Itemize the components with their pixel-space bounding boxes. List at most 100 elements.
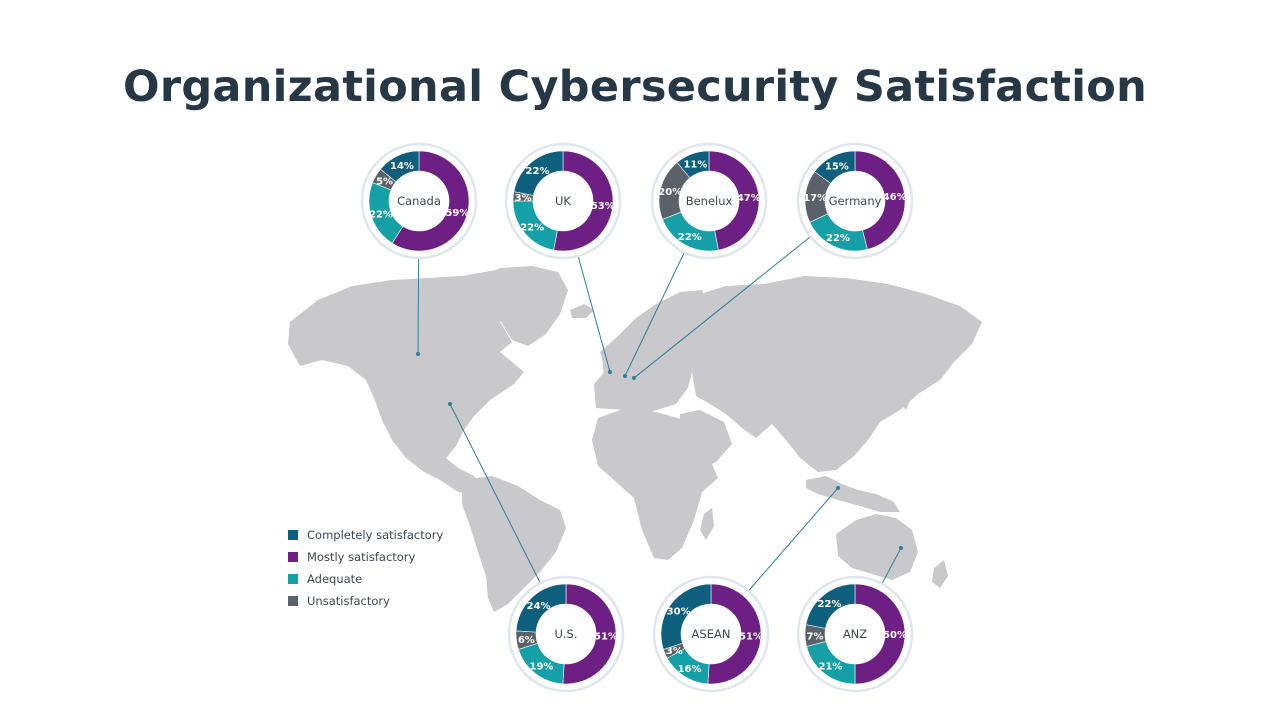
region-name-canada: Canada	[397, 194, 441, 208]
slice-label-uk-mostly-satisfactory: 53%	[591, 201, 615, 212]
slice-anz-mostly-satisfactory	[854, 583, 906, 685]
slice-asean-mostly-satisfactory	[707, 583, 762, 685]
leader-line-canada	[417, 258, 420, 355]
slice-label-germany-mostly-satisfactory: 46%	[883, 192, 907, 203]
donut-charts: 59% 22% 5% 14% Canada 53% 22% 3% 22% UK 47% 22% 20% 1…	[360, 142, 914, 693]
region-name-asean: ASEAN	[692, 627, 731, 641]
slice-label-u-s-unsatisfactory: 6%	[518, 635, 535, 646]
leader-lines	[416, 236, 903, 591]
donut-benelux: 47% 22% 20% 11% Benelux	[650, 142, 768, 260]
region-name-benelux: Benelux	[686, 194, 733, 208]
asia-shape	[692, 276, 982, 472]
japan-shape	[898, 376, 914, 410]
slice-label-u-s-adequate: 19%	[530, 662, 554, 673]
slice-label-u-s-completely-satisfactory: 24%	[527, 601, 551, 612]
slice-label-asean-unsatisfactory: 3%	[666, 646, 683, 657]
slice-label-uk-completely-satisfactory: 22%	[526, 166, 550, 177]
slice-label-asean-completely-satisfactory: 30%	[667, 606, 691, 617]
leader-line-asean	[748, 487, 839, 591]
donut-germany: 46% 22% 17% 15% Germany	[796, 142, 914, 260]
legend-item-mostly-satisfactory: Mostly satisfactory	[288, 546, 443, 568]
slice-label-canada-mostly-satisfactory: 59%	[445, 208, 469, 219]
map-anchor-u-s	[448, 402, 452, 406]
new-zealand-shape	[932, 560, 948, 588]
map-anchor-anz	[899, 546, 903, 550]
leader-line-uk	[577, 256, 611, 373]
slice-label-benelux-completely-satisfactory: 11%	[683, 159, 707, 170]
region-name-u-s: U.S.	[554, 627, 577, 641]
map-anchor-benelux	[623, 374, 627, 378]
map-anchor-germany	[632, 376, 636, 380]
slice-canada-mostly-satisfactory	[391, 150, 470, 252]
legend-label: Completely satisfactory	[307, 528, 444, 542]
leader-line-anz	[881, 547, 902, 584]
slice-anz-completely-satisfactory	[805, 583, 856, 629]
donut-anz: 50% 21% 7% 22% ANZ	[796, 575, 914, 693]
slice-label-anz-adequate: 21%	[819, 662, 843, 673]
region-name-uk: UK	[555, 194, 571, 208]
slice-label-benelux-mostly-satisfactory: 47%	[737, 193, 761, 204]
slice-uk-completely-satisfactory	[513, 150, 564, 196]
legend: Completely satisfactory Mostly satisfacto…	[288, 524, 443, 612]
europe-shape	[594, 290, 708, 412]
donut-asean: 51% 16% 3% 30%ASEAN	[652, 575, 770, 693]
legend-label: Unsatisfactory	[307, 594, 390, 608]
world-map	[288, 266, 982, 612]
slice-label-canada-unsatisfactory: 5%	[376, 177, 393, 188]
region-name-anz: ANZ	[843, 627, 867, 641]
iceland-shape	[570, 304, 594, 318]
legend-swatch	[288, 574, 298, 584]
slice-u-s-completely-satisfactory	[515, 583, 567, 633]
slice-label-anz-unsatisfactory: 7%	[807, 631, 824, 642]
slice-label-canada-completely-satisfactory: 14%	[390, 161, 414, 172]
legend-label: Mostly satisfactory	[307, 550, 416, 564]
slice-canada-completely-satisfactory	[380, 150, 420, 183]
south-america-shape	[462, 476, 566, 612]
region-name-germany: Germany	[829, 194, 882, 208]
legend-swatch	[288, 552, 298, 562]
map-anchor-asean	[836, 486, 840, 490]
donut-canada: 59% 22% 5% 14% Canada	[360, 142, 478, 260]
donut-u-s: 51% 19% 6% 24% U.S.	[507, 575, 625, 693]
slice-benelux-mostly-satisfactory	[708, 150, 760, 251]
legend-item-adequate: Adequate	[288, 568, 443, 590]
slice-label-benelux-adequate: 22%	[678, 232, 702, 243]
slice-u-s-mostly-satisfactory	[562, 583, 617, 685]
map-anchor-uk	[608, 370, 612, 374]
slice-germany-mostly-satisfactory	[854, 150, 906, 250]
slice-benelux-completely-satisfactory	[676, 150, 710, 179]
slice-label-germany-unsatisfactory: 17%	[803, 193, 827, 204]
slice-label-germany-completely-satisfactory: 15%	[825, 161, 849, 172]
slice-label-canada-adequate: 22%	[369, 209, 393, 220]
north-america-shape	[288, 270, 524, 494]
slice-label-uk-adequate: 22%	[520, 222, 544, 233]
madagascar-shape	[700, 508, 714, 540]
slice-germany-completely-satisfactory	[814, 150, 856, 184]
greenland-shape	[474, 266, 568, 346]
legend-item-completely-satisfactory: Completely satisfactory	[288, 524, 443, 546]
legend-swatch	[288, 530, 298, 540]
leader-line-u-s	[449, 403, 541, 583]
slice-label-u-s-mostly-satisfactory: 51%	[594, 631, 618, 642]
slice-label-benelux-unsatisfactory: 20%	[658, 187, 682, 198]
map-anchor-canada	[416, 352, 420, 356]
slice-label-anz-mostly-satisfactory: 50%	[883, 630, 907, 641]
slice-label-uk-unsatisfactory: 3%	[515, 193, 532, 204]
africa-shape	[592, 408, 718, 560]
legend-label: Adequate	[307, 572, 363, 586]
sea-islands-shape	[806, 476, 900, 512]
leader-line-germany	[633, 236, 811, 379]
slice-label-asean-mostly-satisfactory: 51%	[739, 631, 763, 642]
slice-asean-completely-satisfactory	[660, 583, 712, 650]
legend-swatch	[288, 596, 298, 606]
slice-label-germany-adequate: 22%	[826, 233, 850, 244]
slice-label-asean-adequate: 16%	[678, 664, 702, 675]
australia-shape	[836, 514, 918, 580]
page-title: Organizational Cybersecurity Satisfactio…	[122, 62, 1148, 112]
slice-label-anz-completely-satisfactory: 22%	[818, 599, 842, 610]
slice-uk-mostly-satisfactory	[553, 150, 614, 252]
donut-uk: 53% 22% 3% 22% UK	[504, 142, 622, 260]
leader-line-benelux	[624, 253, 685, 377]
legend-item-unsatisfactory: Unsatisfactory	[288, 590, 443, 612]
